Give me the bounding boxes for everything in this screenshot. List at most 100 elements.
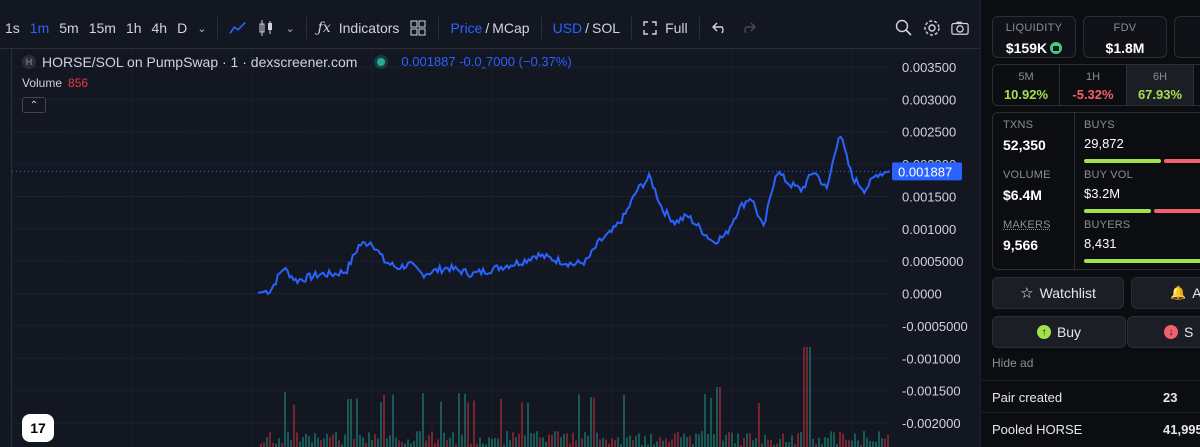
volume-bar [296,432,298,447]
volume-bar [593,397,595,447]
interval-dropdown-chevron-icon[interactable]: ⌄ [197,22,207,35]
volume-bar [818,437,820,447]
volume-bar [449,437,451,447]
liquidity-value-row: $159K [993,40,1075,56]
volume-bar [560,437,562,447]
volume-bar [692,443,694,447]
volume-bar [530,433,532,447]
volume-bar [488,437,490,447]
hide-ad-link[interactable]: Hide ad [992,356,1034,370]
pooled-horse-value: 41,995,4 [1163,422,1200,437]
volume-label: VOLUME [1003,169,1051,181]
pair-created-row: Pair created 23 [992,390,1200,405]
volume-bar [443,432,445,447]
camera-icon[interactable] [946,14,974,42]
fullscreen-button[interactable]: Full [638,14,693,42]
watchlist-button[interactable]: ☆ Watchlist [992,277,1124,309]
line-chart-type-icon[interactable] [224,14,252,42]
current-price-tag-text: 0.001887 [898,164,952,179]
timeframe-6h[interactable]: 6H 67.93% [1127,65,1194,105]
volume-bar [356,398,358,447]
sol-option[interactable]: SOL [592,20,621,36]
timeframe-5m[interactable]: 5M 10.92% [993,65,1060,105]
volume-bar [713,434,715,447]
price-axis-tick-label: 0.003500 [902,60,956,75]
alerts-button[interactable]: 🔔 Al [1131,277,1200,309]
volume-bar [656,441,658,447]
redo-icon[interactable] [734,14,762,42]
function-icon: ƒx [317,20,331,36]
volume-bar [809,347,811,447]
volume-bar [428,435,430,447]
volume-bar [299,441,301,447]
volume-bar [773,444,775,447]
volume-bar [422,393,424,447]
price-mcap-toggle[interactable]: Price / MCap [445,14,534,42]
volume-bar [794,443,796,447]
interval-1h[interactable]: 1h [125,20,142,36]
volume-bar [740,444,742,447]
buy-vol-ratio-bar [1084,209,1200,213]
price-series-line [257,135,891,296]
volume-bar [386,438,388,447]
interval-d[interactable]: D [177,20,188,36]
mcap-option[interactable]: MCap [492,20,530,36]
price-axis-tick-label: -0.0005000 [902,319,968,334]
price-option[interactable]: Price [450,20,483,36]
usd-option[interactable]: USD [552,20,583,36]
volume-bar [353,439,355,447]
volume-bar [845,440,847,447]
volume-bar [401,442,403,447]
interval-1s[interactable]: 1s [5,20,20,36]
indicators-button[interactable]: ƒx Indicators [313,14,405,42]
candles-chart-type-icon[interactable] [252,14,280,42]
sell-label: S [1184,324,1194,340]
volume-bar [608,443,610,447]
volume-bar [638,433,640,447]
volume-bar [689,435,691,447]
volume-bar [338,440,340,447]
volume-bar [317,437,319,447]
drawing-tools-strip[interactable] [0,49,12,447]
volume-bar [263,442,265,447]
volume-bar [602,438,604,447]
volume-bar [785,441,787,447]
chart-panel[interactable]: 0.0035000.0030000.0025000.0020000.001500… [0,0,980,447]
toolbar-divider [540,17,542,39]
sell-button[interactable]: ↓ S [1127,316,1200,348]
volume-bar [293,404,295,447]
chart-type-chevron-icon[interactable]: ⌄ [285,22,295,35]
volume-bar [797,433,799,447]
alerts-label: Al [1192,285,1200,301]
buys-label: BUYS [1084,119,1115,131]
volume-bar [389,435,391,447]
buy-button[interactable]: ↑ Buy [992,316,1126,348]
tradingview-logo[interactable]: 17 [22,414,54,442]
liquidity-label: LIQUIDITY [1005,22,1063,34]
volume-bar [674,433,676,447]
collapse-legend-chevron-icon[interactable]: ⌃ [22,97,46,113]
interval-1m[interactable]: 1m [29,20,50,36]
interval-5m[interactable]: 5m [59,20,79,36]
volume-bar [458,393,460,447]
interval-15m[interactable]: 15m [88,20,116,36]
volume-bar [350,399,352,447]
volume-bar [575,440,577,447]
volume-bar [695,433,697,447]
toolbar-right [890,8,974,48]
zoom-search-icon[interactable] [890,14,918,42]
price-chart[interactable]: 0.0035000.0030000.0025000.0020000.001500… [0,0,980,447]
volume-bar [629,435,631,447]
volume-bar [533,433,535,447]
volume-bar [542,437,544,447]
volume-bar [341,444,343,447]
undo-icon[interactable] [706,14,734,42]
volume-bar [833,432,835,447]
volume-bar [872,441,874,447]
volume-cell: VOLUME $6.4M [1003,169,1051,203]
currency-toggle[interactable]: USD / SOL [548,14,625,42]
timeframe-1h[interactable]: 1H -5.32% [1060,65,1127,105]
layouts-grid-icon[interactable] [404,14,432,42]
settings-gear-icon[interactable] [918,14,946,42]
interval-4h[interactable]: 4h [151,20,168,36]
